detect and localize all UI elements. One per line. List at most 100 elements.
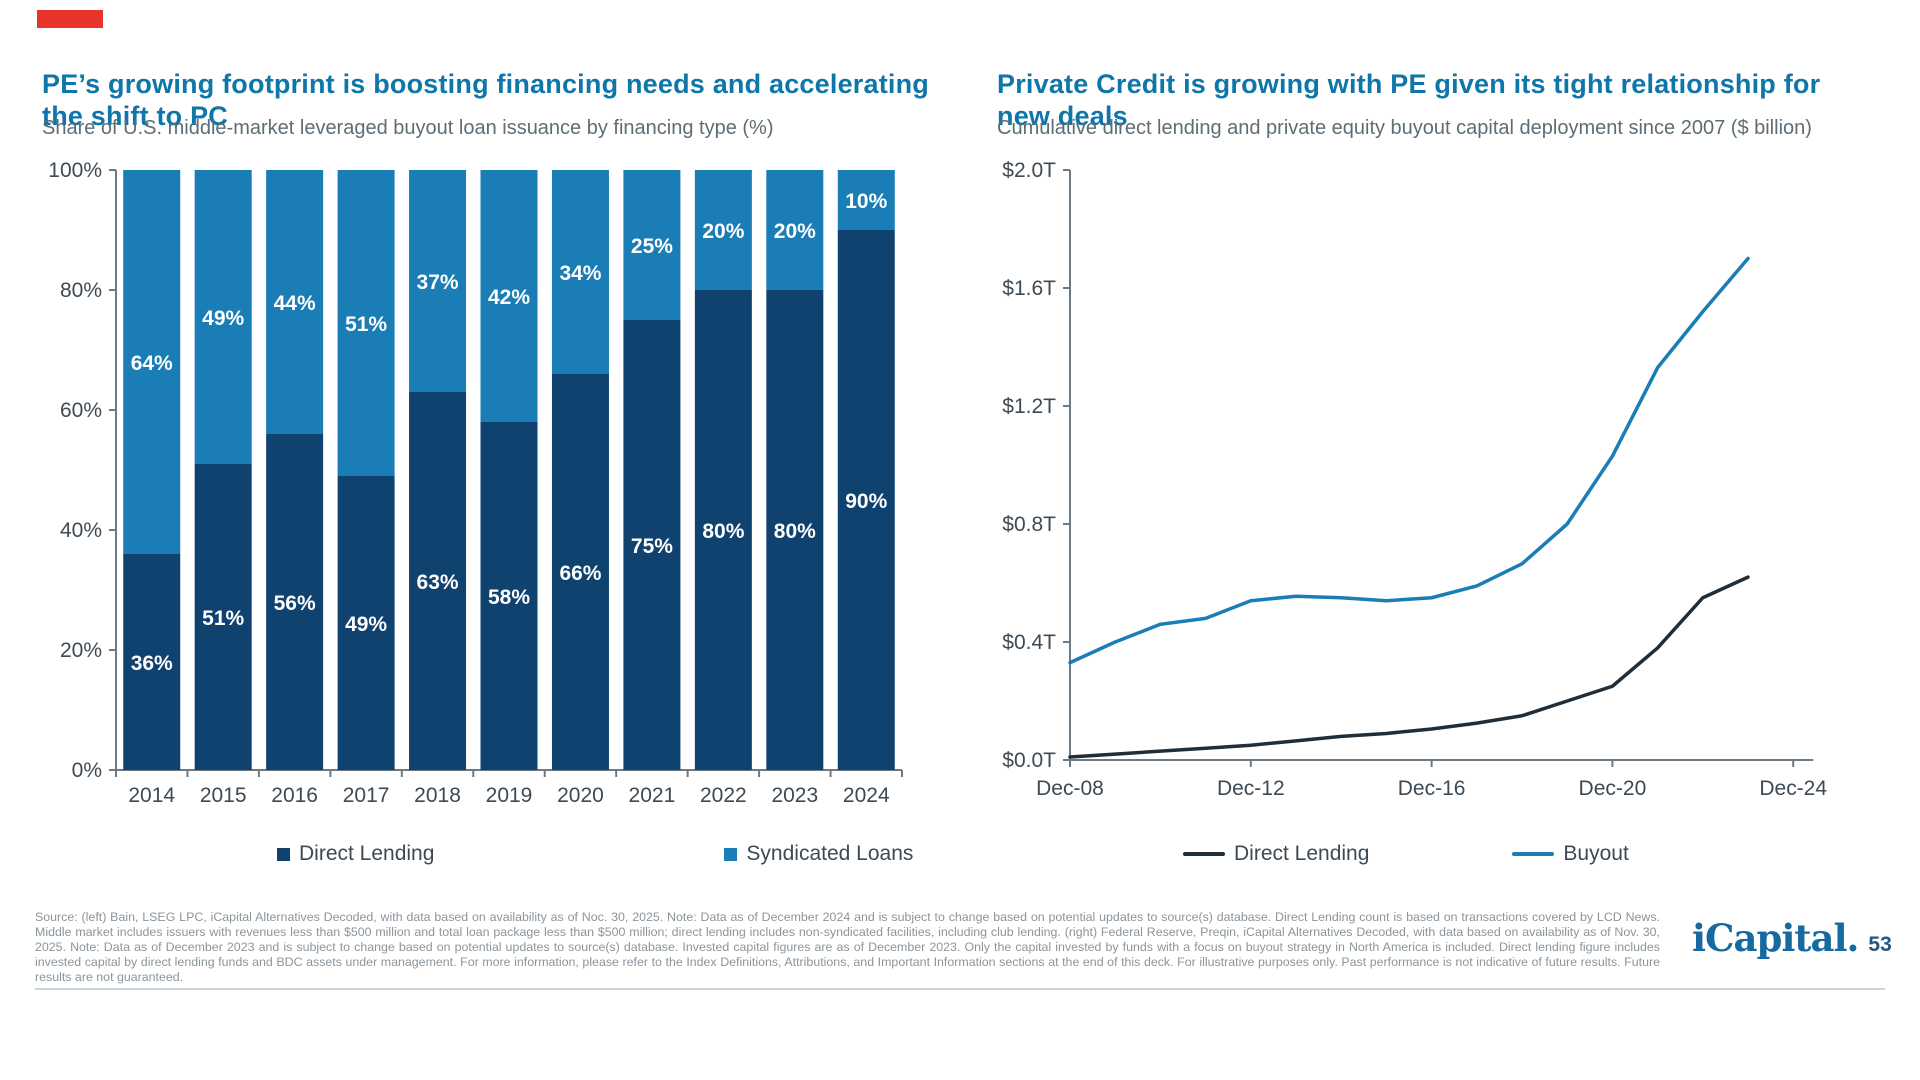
bottom-divider xyxy=(35,988,1885,990)
bar-segment-direct-lending xyxy=(766,290,824,770)
bar-value-label: 20% xyxy=(774,220,816,243)
icapital-logo: iCapital. xyxy=(1692,916,1859,960)
x-category-label: 2021 xyxy=(629,784,676,807)
slide-accent-bar xyxy=(37,10,103,28)
bar-segment-syndicated-loans xyxy=(337,170,395,476)
bar-value-label: 51% xyxy=(202,607,244,630)
bar-value-label: 42% xyxy=(488,286,530,309)
y-tick-label: 0% xyxy=(72,759,102,782)
line-axes xyxy=(1069,170,1814,761)
buyout-line-swatch-icon xyxy=(1512,852,1555,856)
bar-segment-direct-lending xyxy=(194,464,252,770)
left-chart-title: PE’s growing footprint is boosting finan… xyxy=(42,69,929,131)
bar-segment-syndicated-loans xyxy=(837,170,895,230)
y-tick-label: 80% xyxy=(60,279,102,302)
legend-label: Direct Lending xyxy=(299,842,435,865)
bar-segment-direct-lending xyxy=(551,374,609,770)
bar-segment-syndicated-loans xyxy=(694,170,752,290)
legend-label: Syndicated Loans xyxy=(746,842,914,865)
stacked-bar-chart: 0% 20% 40% 60% 80% 100% 36% 64% 2014 51% 49% 2015 56… xyxy=(48,159,903,807)
y-tick-label: $0.8T xyxy=(1002,513,1056,536)
bar-value-label: 75% xyxy=(631,535,673,558)
bar-segment-syndicated-loans xyxy=(551,170,609,374)
line-chart-legend: Direct Lending Buyout xyxy=(1183,842,1629,866)
legend-item-buyout-line: Buyout xyxy=(1512,842,1629,866)
x-category-label: 2014 xyxy=(128,784,175,807)
bar-segment-direct-lending xyxy=(623,320,681,770)
x-category-label: 2024 xyxy=(843,784,890,807)
source-disclaimer-text: Source: (left) Bain, LSEG LPC, iCapital … xyxy=(35,910,1660,984)
bar-segment-direct-lending xyxy=(266,434,324,770)
brand-block: iCapital. 53 xyxy=(1692,916,1892,960)
x-category-label: 2016 xyxy=(271,784,318,807)
x-tick-label: Dec-12 xyxy=(1217,777,1285,800)
y-tick-label: $0.4T xyxy=(1002,631,1056,654)
x-category-label: 2015 xyxy=(200,784,247,807)
bar-segment-syndicated-loans xyxy=(266,170,324,434)
x-tick-label: Dec-16 xyxy=(1398,777,1466,800)
bar-segment-syndicated-loans xyxy=(123,170,181,554)
bar-segment-direct-lending xyxy=(337,476,395,770)
bar-value-label: 25% xyxy=(631,235,673,258)
direct-lending-swatch-icon xyxy=(277,847,290,861)
x-category-label: 2018 xyxy=(414,784,461,807)
y-tick-label: 20% xyxy=(60,639,102,662)
line-chart: $0.0T $0.4T $0.8T $1.2T $1.6T $2.0T Dec-08 Dec-… xyxy=(1002,159,1827,800)
y-tick-label: $2.0T xyxy=(1002,159,1056,182)
y-tick-label: $1.6T xyxy=(1002,277,1056,300)
x-tick-label: Dec-24 xyxy=(1759,777,1827,800)
legend-label: Direct Lending xyxy=(1234,842,1370,865)
x-category-label: 2023 xyxy=(771,784,818,807)
bar-segment-syndicated-loans xyxy=(194,170,252,464)
bar-segment-direct-lending xyxy=(123,554,181,770)
bar-segment-direct-lending xyxy=(480,422,538,770)
bar-segment-direct-lending xyxy=(837,230,895,770)
bar-segment-syndicated-loans xyxy=(480,170,538,422)
bar-value-label: 34% xyxy=(559,262,601,285)
x-category-label: 2022 xyxy=(700,784,747,807)
bar-value-label: 49% xyxy=(345,613,387,636)
bar-value-label: 51% xyxy=(345,313,387,336)
x-tick-label: Dec-20 xyxy=(1579,777,1647,800)
y-tick-label: 60% xyxy=(60,399,102,422)
right-chart-subtitle: Cumulative direct lending and private eq… xyxy=(997,117,1812,139)
bar-value-label: 20% xyxy=(702,220,744,243)
bar-value-label: 63% xyxy=(417,571,459,594)
bar-segment-syndicated-loans xyxy=(409,170,467,392)
direct-lending-line-swatch-icon xyxy=(1183,852,1225,856)
y-tick-label: 100% xyxy=(48,159,102,182)
bar-segment-direct-lending xyxy=(409,392,467,770)
legend-label: Buyout xyxy=(1563,842,1629,865)
x-tick-label: Dec-08 xyxy=(1036,777,1104,800)
bar-value-label: 66% xyxy=(559,562,601,585)
x-category-label: 2019 xyxy=(486,784,533,807)
bar-value-label: 44% xyxy=(274,292,316,315)
bar-value-label: 49% xyxy=(202,307,244,330)
bar-value-label: 58% xyxy=(488,586,530,609)
y-tick-label: $1.2T xyxy=(1002,395,1056,418)
y-tick-label: 40% xyxy=(60,519,102,542)
syndicated-loans-swatch-icon xyxy=(724,847,738,861)
x-category-label: 2017 xyxy=(343,784,390,807)
bar-chart-legend: Direct Lending Syndicated Loans xyxy=(277,842,913,866)
bar-value-label: 64% xyxy=(131,352,173,375)
bar-segment-syndicated-loans xyxy=(766,170,824,290)
legend-item-direct-lending: Direct Lending xyxy=(277,842,434,866)
bar-value-label: 37% xyxy=(417,271,459,294)
bar-value-label: 80% xyxy=(702,520,744,543)
series-line-direct-lending xyxy=(1068,575,1750,759)
legend-item-syndicated-loans: Syndicated Loans xyxy=(724,842,913,866)
y-tick-label: $0.0T xyxy=(1002,749,1056,772)
bar-value-label: 36% xyxy=(131,652,173,675)
x-category-label: 2020 xyxy=(557,784,604,807)
bar-value-label: 80% xyxy=(774,520,816,543)
bar-value-label: 90% xyxy=(845,490,887,513)
series-line-buyout xyxy=(1068,256,1750,665)
left-chart-subtitle: Share of U.S. middle-market leveraged bu… xyxy=(42,117,774,139)
page-number: 53 xyxy=(1868,933,1892,956)
right-chart-title: Private Credit is growing with PE given … xyxy=(997,69,1821,131)
bar-segment-syndicated-loans xyxy=(623,170,681,320)
legend-item-direct-lending-line: Direct Lending xyxy=(1183,842,1369,866)
bar-segment-direct-lending xyxy=(694,290,752,770)
